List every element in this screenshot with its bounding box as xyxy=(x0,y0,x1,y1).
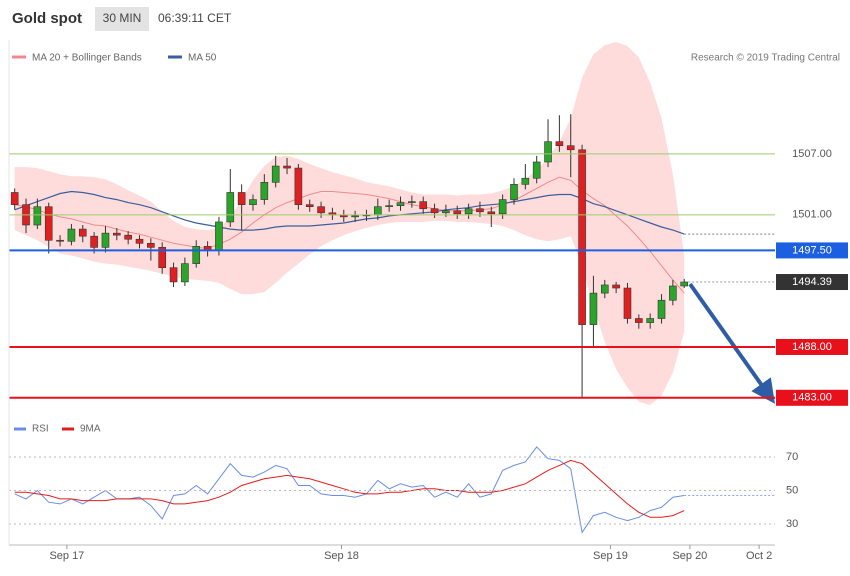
candle-body xyxy=(33,206,42,226)
legend-label: RSI xyxy=(32,424,49,435)
candle-body xyxy=(351,215,359,218)
candle-body xyxy=(476,208,484,213)
chart-title: Gold spot xyxy=(12,10,82,27)
candle-body xyxy=(419,201,428,210)
interval-box xyxy=(95,7,149,31)
legend-label: MA 20 + Bollinger Bands xyxy=(32,53,142,64)
level-label: 1494.39 xyxy=(792,276,832,288)
candle-body xyxy=(464,208,473,215)
legend-label: MA 50 xyxy=(188,53,217,64)
bollinger-band xyxy=(14,42,685,405)
interval: 30 MIN xyxy=(103,11,142,25)
credit: Research © 2019 Trading Central xyxy=(691,53,840,64)
candle-body xyxy=(442,210,450,214)
candle-body xyxy=(510,184,518,200)
level-box xyxy=(776,389,848,406)
x-tick-label: Sep 19 xyxy=(593,550,628,562)
y-tick-label: 30 xyxy=(786,518,798,530)
candle-body xyxy=(147,242,155,248)
candle-body xyxy=(44,206,53,241)
candle-body xyxy=(101,232,110,248)
candle-body xyxy=(192,246,201,264)
candle-body xyxy=(124,234,132,240)
candle-body xyxy=(578,149,586,325)
overlay-line xyxy=(14,176,685,294)
candle-body xyxy=(181,263,189,283)
level-label: 1507.00 xyxy=(792,148,832,160)
candle-body xyxy=(555,141,564,147)
level-label: 1483.00 xyxy=(792,392,832,404)
candle-body xyxy=(78,228,87,237)
candle-body xyxy=(544,141,552,163)
level-box xyxy=(776,242,848,259)
candle-body xyxy=(498,199,507,215)
x-tick-label: Sep 17 xyxy=(49,550,84,562)
candle-body xyxy=(10,192,19,205)
candle-body xyxy=(487,211,496,215)
candle-body xyxy=(283,165,291,169)
y-tick-label: 70 xyxy=(786,451,798,463)
candle-body xyxy=(260,182,269,200)
candle-body xyxy=(600,284,609,294)
overlay-line xyxy=(14,190,685,235)
candle-body xyxy=(317,206,325,214)
candle-body xyxy=(294,167,303,205)
candle-body xyxy=(67,228,76,242)
candle-body xyxy=(589,292,598,325)
level-box xyxy=(776,338,848,355)
level-label: 1497.50 xyxy=(792,244,832,256)
candle-body xyxy=(90,235,98,248)
candle-body xyxy=(169,267,178,283)
candle-body xyxy=(635,318,643,323)
forecast-arrow xyxy=(688,282,775,404)
candle-body xyxy=(669,285,677,301)
candle-body xyxy=(566,145,575,151)
time: 06:39:11 CET xyxy=(158,11,232,25)
candle-body xyxy=(374,206,382,216)
x-tick-label: Sep 20 xyxy=(672,550,707,562)
candle-body xyxy=(521,177,530,185)
candle-body xyxy=(408,201,416,203)
candle-body xyxy=(305,204,314,208)
candle-body xyxy=(612,284,620,289)
candle-body xyxy=(56,239,64,242)
candle-body xyxy=(158,247,166,268)
candle-body xyxy=(249,199,257,205)
x-tick-label: Sep 18 xyxy=(324,550,359,562)
candle-body xyxy=(396,202,405,206)
level-label: 1501.00 xyxy=(792,209,832,221)
candle-body xyxy=(453,210,462,215)
candle-body xyxy=(113,232,121,236)
candle-body xyxy=(385,205,393,208)
candle-body xyxy=(226,192,235,223)
candle-body xyxy=(237,192,246,205)
candle-body xyxy=(657,299,666,319)
y-tick-label: 50 xyxy=(786,484,798,496)
candle-body xyxy=(271,165,280,183)
x-tick-label: Oct 2 xyxy=(746,550,772,562)
candle-body xyxy=(646,318,654,323)
legend-label: 9MA xyxy=(80,424,101,435)
candle-body xyxy=(215,221,223,251)
candle-body xyxy=(135,238,144,244)
candle-body xyxy=(430,208,439,214)
level-box xyxy=(776,274,848,291)
candle-body xyxy=(623,287,632,319)
candle-body xyxy=(680,281,689,287)
level-label: 1488.00 xyxy=(792,341,832,353)
candle-body xyxy=(532,161,541,179)
